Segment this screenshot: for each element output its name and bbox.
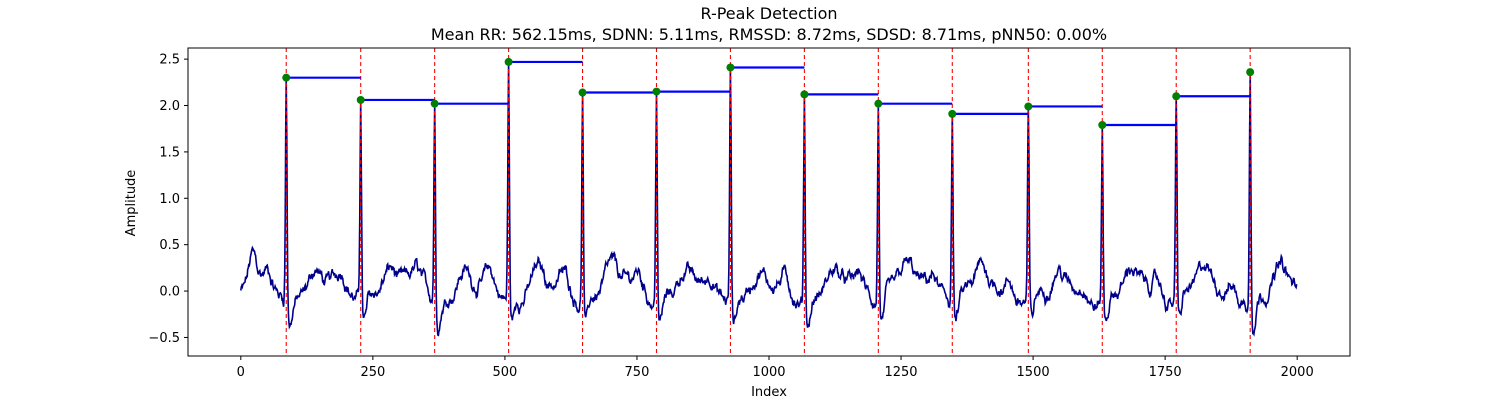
x-tick-label: 1750: [1149, 365, 1182, 380]
r-peak-point: [800, 90, 809, 99]
r-peak-point: [652, 87, 661, 96]
r-peak-point: [874, 99, 883, 108]
y-tick-label: 1.0: [159, 192, 180, 207]
x-tick-label: 1250: [884, 365, 917, 380]
r-peak-point: [1098, 121, 1107, 129]
x-tick-label: 0: [237, 365, 245, 380]
r-peak-point: [356, 95, 365, 104]
y-tick-label: 2.5: [159, 53, 180, 68]
plot-area: [240, 48, 1298, 356]
r-peak-point: [504, 57, 513, 66]
chart-title: R-Peak Detection: [700, 4, 837, 23]
y-axis-label: Amplitude: [124, 170, 139, 237]
x-axis-label: Index: [751, 385, 787, 400]
x-tick-label: 1000: [752, 365, 785, 380]
x-tick-label: 2000: [1281, 365, 1314, 380]
x-tick-label: 250: [360, 365, 385, 380]
y-tick-label: −0.5: [148, 331, 180, 346]
chart-subtitle: Mean RR: 562.15ms, SDNN: 5.11ms, RMSSD: …: [431, 25, 1107, 44]
ecg-signal-line: [240, 61, 1298, 337]
y-tick-label: 0.5: [159, 238, 180, 253]
y-tick-label: 0.0: [159, 285, 180, 300]
x-axis: 0 250 500 750 1000 1250 1500 1750 2000: [237, 356, 1314, 380]
r-peak-point: [726, 63, 735, 72]
y-tick-label: 1.5: [159, 145, 180, 160]
r-peak-point: [1024, 102, 1033, 111]
y-tick-label: 2.0: [159, 99, 180, 114]
x-tick-label: 750: [625, 365, 650, 380]
r-peak-point: [578, 88, 587, 97]
r-peak-point: [282, 73, 291, 82]
r-peak-point: [430, 99, 439, 108]
y-axis: −0.5 0.0 0.5 1.0 1.5 2.0 2.5: [148, 53, 188, 346]
r-peak-point: [1172, 92, 1181, 101]
r-peak-point: [1246, 68, 1255, 77]
x-tick-label: 1500: [1017, 365, 1050, 380]
x-tick-label: 500: [492, 365, 517, 380]
r-peak-point: [948, 109, 957, 118]
